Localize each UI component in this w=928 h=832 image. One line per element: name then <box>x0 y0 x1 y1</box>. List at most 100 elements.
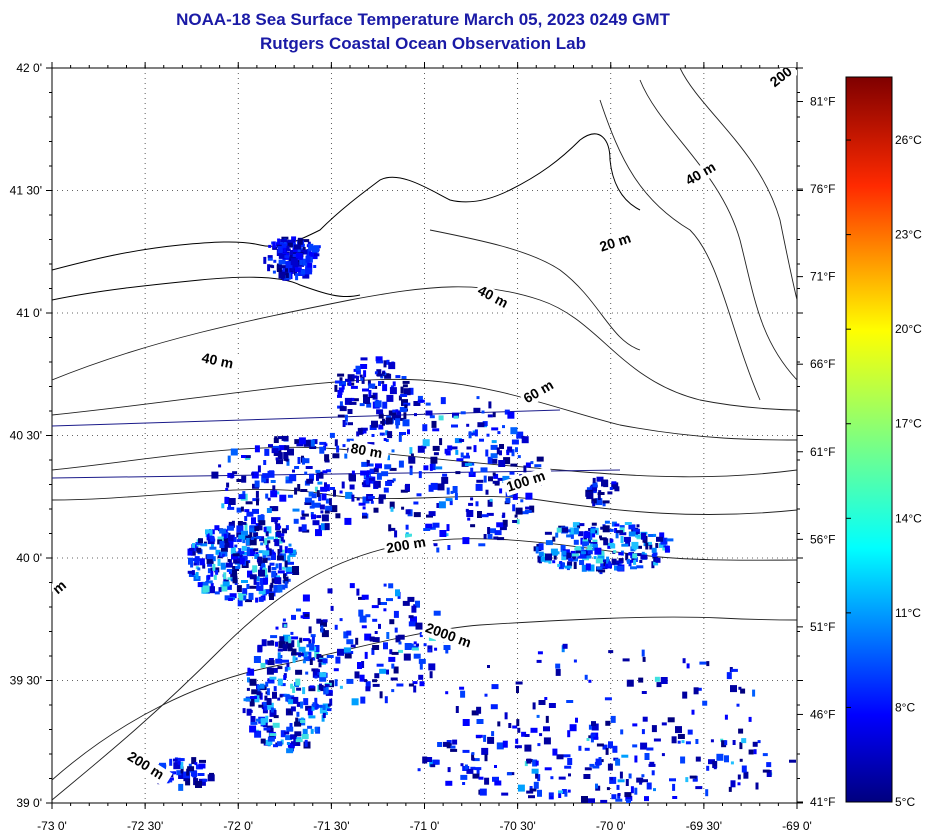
sst-pixel <box>594 547 602 555</box>
sst-pixel <box>638 677 644 683</box>
sst-pixel <box>255 597 259 603</box>
sst-pixel <box>202 778 208 782</box>
sst-pixel <box>386 394 394 402</box>
sst-pixel <box>567 789 571 793</box>
sst-pixel <box>789 759 796 763</box>
sst-pixel <box>364 651 368 659</box>
sst-pixel <box>584 674 588 680</box>
sst-pixel <box>462 749 470 753</box>
sst-pixel <box>326 655 334 658</box>
lon-tick-label: -70 0' <box>596 819 626 832</box>
sst-pixel <box>249 525 257 529</box>
sst-pixel <box>630 566 637 570</box>
sst-pixel <box>263 256 267 264</box>
sst-pixel <box>291 640 295 648</box>
sst-pixel <box>598 490 602 494</box>
sst-pixel <box>198 538 203 544</box>
sst-pixel <box>648 534 656 537</box>
sst-pixel <box>351 397 355 401</box>
sst-pixel <box>187 548 193 556</box>
sst-pixel <box>250 537 254 540</box>
sst-pixel <box>483 534 487 539</box>
sst-pixel <box>660 677 668 684</box>
sst-pixel <box>503 457 511 465</box>
sst-pixel <box>211 529 215 535</box>
sst-pixel <box>737 774 741 780</box>
sst-pixel <box>542 552 546 560</box>
sst-pixel <box>552 536 556 542</box>
sst-pixel <box>361 594 369 600</box>
sst-pixel <box>481 514 489 518</box>
sst-pixel <box>497 721 501 727</box>
sst-pixel <box>209 546 217 550</box>
sst-pixel <box>464 764 468 770</box>
sst-pixel <box>254 480 260 488</box>
sst-pixel <box>418 471 422 479</box>
sst-pixel <box>439 438 443 446</box>
sst-pixel <box>687 729 693 735</box>
sst-pixel <box>261 475 267 483</box>
sst-pixel <box>296 742 300 745</box>
sst-pixel <box>297 640 301 648</box>
sst-pixel <box>685 741 691 745</box>
sst-pixel <box>481 410 485 414</box>
sst-pixel <box>499 450 502 456</box>
sst-pixel <box>462 719 470 726</box>
sst-pixel <box>177 757 181 765</box>
sst-pixel <box>391 689 395 693</box>
sst-pixel <box>602 525 610 533</box>
sst-pixel <box>178 783 184 791</box>
sst-pixel <box>312 520 320 526</box>
sst-pixel <box>277 452 283 460</box>
sst-pixel <box>620 729 624 735</box>
sst-pixel <box>429 463 433 471</box>
sst-pixel <box>494 765 497 768</box>
sst-pixel <box>490 444 498 450</box>
sst-pixel <box>474 429 478 437</box>
sst-pixel <box>277 436 285 440</box>
sst-pixel <box>247 570 252 578</box>
sst-pixel <box>268 444 273 448</box>
sst-pixel <box>330 605 334 611</box>
sst-pixel <box>320 486 328 492</box>
sst-pixel <box>360 364 368 369</box>
sst-pixel <box>314 486 318 492</box>
sst-pixel <box>324 454 330 462</box>
sst-pixel <box>245 457 251 460</box>
sst-pixel <box>672 783 676 791</box>
sst-pixel <box>724 755 729 763</box>
sst-pixel <box>537 789 542 797</box>
sst-pixel <box>640 742 648 750</box>
sst-pixel <box>294 267 302 273</box>
sst-pixel <box>339 406 347 412</box>
sst-pixel <box>419 681 425 687</box>
sst-pixel <box>309 446 317 449</box>
sst-pixel <box>571 558 578 562</box>
sst-pixel <box>512 725 518 729</box>
sst-pixel <box>407 596 415 602</box>
sst-pixel <box>297 457 301 464</box>
sst-pixel <box>210 538 216 542</box>
fahrenheit-label: 61°F <box>810 445 835 459</box>
sst-pixel <box>292 508 300 512</box>
sst-pixel <box>341 481 345 489</box>
celsius-label: 23°C <box>895 228 922 242</box>
sst-pixel <box>342 420 346 427</box>
sst-pixel <box>247 677 250 683</box>
sst-pixel <box>302 660 306 664</box>
sst-pixel <box>587 549 593 555</box>
sst-pixel <box>302 239 310 243</box>
sst-pixel <box>312 439 318 445</box>
sst-pixel <box>308 715 316 719</box>
sst-pixel <box>202 563 206 569</box>
sst-pixel <box>302 728 308 736</box>
sst-pixel <box>333 668 339 672</box>
lon-tick-label: -72 30' <box>127 819 163 832</box>
sst-pixel <box>218 587 222 593</box>
sst-pixel <box>332 453 340 459</box>
sst-pixel <box>291 614 296 620</box>
sst-pixel <box>487 414 493 418</box>
sst-pixel <box>279 694 283 698</box>
sst-pixel <box>395 409 399 413</box>
sst-pixel <box>567 561 573 567</box>
